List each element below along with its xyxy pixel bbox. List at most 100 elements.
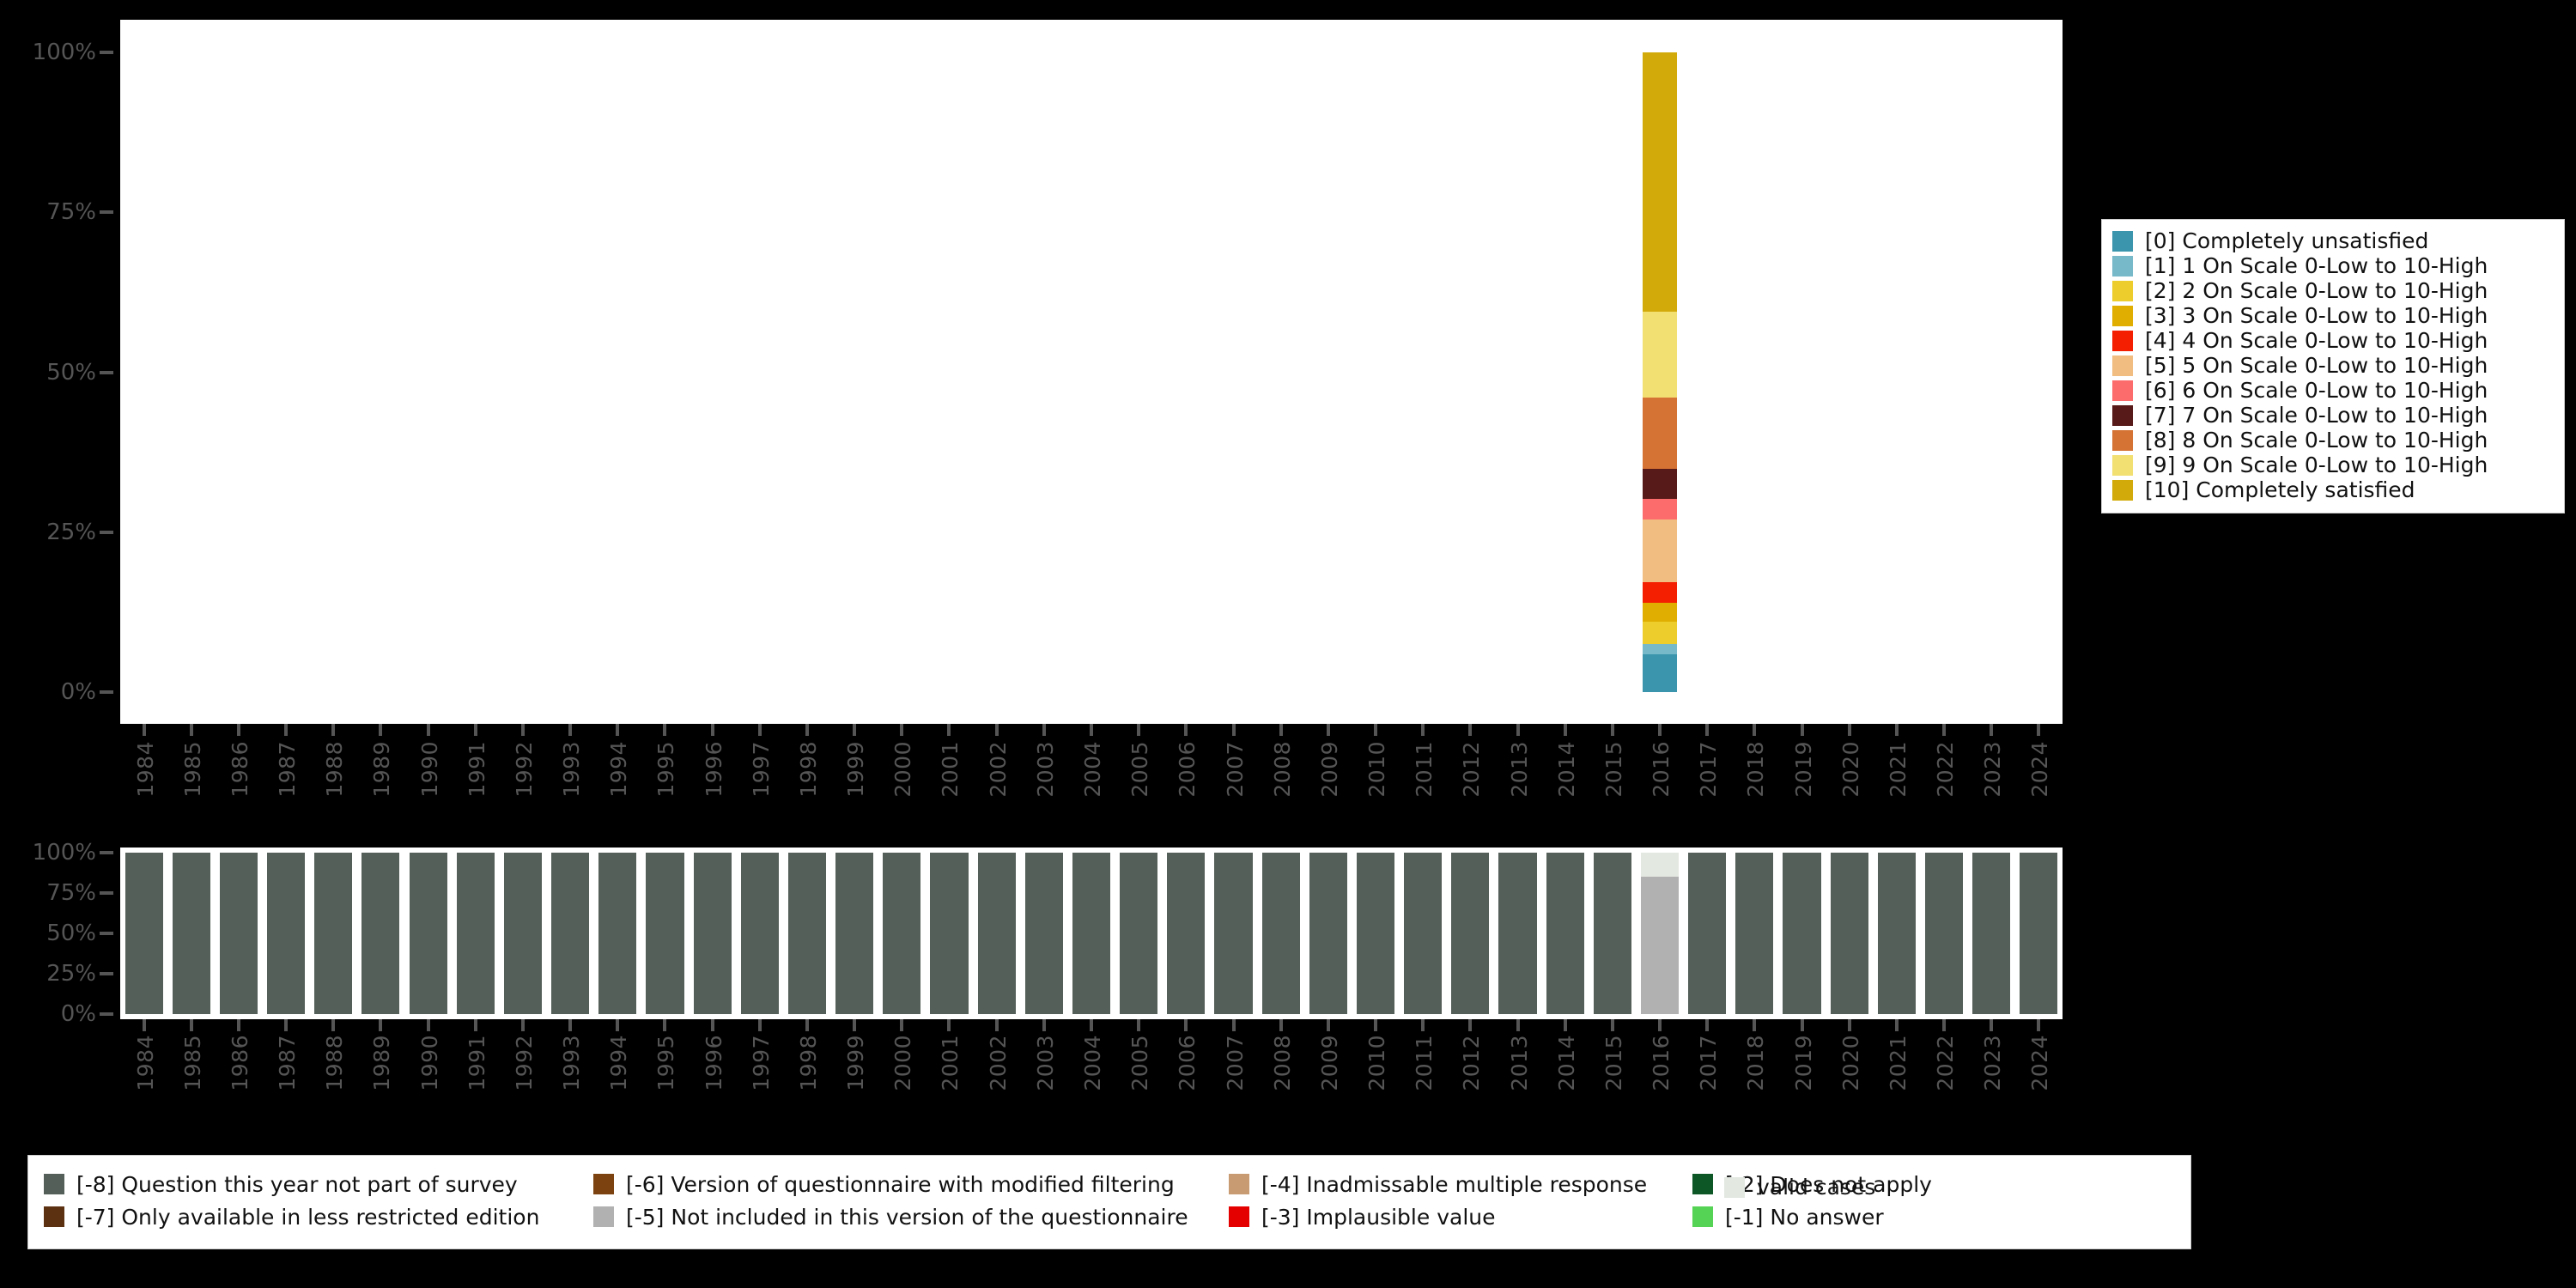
missing-bar-2001[interactable]: [930, 848, 969, 1019]
missing-bar-2016[interactable]: [1640, 848, 1680, 1019]
missing-bar-2020[interactable]: [1830, 848, 1868, 1019]
missing-bar-1993[interactable]: [551, 848, 590, 1019]
missing-bar-segment-code--8[interactable]: [1498, 853, 1537, 1014]
missing-bar-segment-code--8[interactable]: [1120, 853, 1158, 1014]
legend-item-code-9[interactable]: [9] 9 On Scale 0-Low to 10-High: [2112, 453, 2554, 477]
bar-segment-code-8[interactable]: [1642, 398, 1678, 469]
bar-segment-code-7[interactable]: [1642, 468, 1678, 499]
missing-bar-2023[interactable]: [1972, 848, 2011, 1019]
legend-item-code-0[interactable]: [0] Completely unsatisfied: [2112, 228, 2554, 253]
missing-bar-1998[interactable]: [787, 848, 827, 1019]
missing-bar-segment-code--8[interactable]: [1024, 853, 1063, 1014]
missing-bar-1985[interactable]: [172, 848, 210, 1019]
bar-segment-code-1[interactable]: [1642, 644, 1678, 655]
missing-bar-2003[interactable]: [1024, 848, 1063, 1019]
missing-bar-1988[interactable]: [314, 848, 353, 1019]
missing-bar-segment-code--8[interactable]: [219, 853, 258, 1014]
missing-bar-2005[interactable]: [1120, 848, 1158, 1019]
bar-segment-code-5[interactable]: [1642, 519, 1678, 582]
missing-bar-1986[interactable]: [219, 848, 258, 1019]
bar-segment-code-9[interactable]: [1642, 312, 1678, 398]
missing-bar-1997[interactable]: [740, 848, 779, 1019]
missing-bar-2008[interactable]: [1261, 848, 1300, 1019]
missing-legend-item-code--6[interactable]: [-6] Version of questionnaire with modif…: [593, 1172, 1229, 1197]
missing-bar-segment-code--8[interactable]: [503, 853, 542, 1014]
missing-legend-item-code--8[interactable]: [-8] Question this year not part of surv…: [44, 1172, 593, 1197]
legend-item-code-7[interactable]: [7] 7 On Scale 0-Low to 10-High: [2112, 403, 2554, 428]
missing-bar-segment-code--5[interactable]: [1640, 877, 1680, 1014]
bar-segment-code-3[interactable]: [1642, 602, 1678, 623]
missing-bar-1999[interactable]: [835, 848, 874, 1019]
missing-bar-2006[interactable]: [1167, 848, 1206, 1019]
missing-bar-2018[interactable]: [1735, 848, 1774, 1019]
missing-bar-2000[interactable]: [883, 848, 921, 1019]
missing-bar-2015[interactable]: [1593, 848, 1631, 1019]
missing-legend-item-code--4[interactable]: [-4] Inadmissable multiple response: [1229, 1172, 1692, 1197]
missing-bar-segment-code--8[interactable]: [1972, 853, 2011, 1014]
missing-bar-1992[interactable]: [503, 848, 542, 1019]
missing-bar-segment-code--8[interactable]: [787, 853, 827, 1014]
missing-bar-segment-code--8[interactable]: [1451, 853, 1490, 1014]
legend-item-code-2[interactable]: [2] 2 On Scale 0-Low to 10-High: [2112, 278, 2554, 303]
missing-legend-item-code--5[interactable]: [-5] Not included in this version of the…: [593, 1205, 1229, 1230]
bar-segment-code-4[interactable]: [1642, 581, 1678, 603]
missing-bar-segment-code--8[interactable]: [1877, 853, 1916, 1014]
missing-bar-segment-code--8[interactable]: [1830, 853, 1868, 1014]
missing-bar-segment-code--8[interactable]: [2020, 853, 2058, 1014]
missing-bar-segment-code--8[interactable]: [598, 853, 637, 1014]
missing-bar-segment-code--8[interactable]: [172, 853, 210, 1014]
missing-bar-segment-code-99[interactable]: [1640, 853, 1680, 878]
missing-bar-2007[interactable]: [1214, 848, 1253, 1019]
bar-segment-code-10[interactable]: [1642, 52, 1678, 313]
missing-legend-item-code-99[interactable]: valid cases: [1724, 1175, 1875, 1200]
bar-segment-code-2[interactable]: [1642, 622, 1678, 645]
missing-bar-1987[interactable]: [267, 848, 306, 1019]
missing-bar-segment-code--8[interactable]: [835, 853, 874, 1014]
missing-bar-1996[interactable]: [693, 848, 732, 1019]
missing-bar-1989[interactable]: [361, 848, 400, 1019]
missing-bar-segment-code--8[interactable]: [1167, 853, 1206, 1014]
missing-bar-segment-code--8[interactable]: [1735, 853, 1774, 1014]
missing-bar-segment-code--8[interactable]: [1261, 853, 1300, 1014]
missing-bar-segment-code--8[interactable]: [1404, 853, 1443, 1014]
missing-bar-1984[interactable]: [125, 848, 163, 1019]
stacked-bar-2016[interactable]: [1642, 20, 1678, 724]
missing-bar-segment-code--8[interactable]: [125, 853, 163, 1014]
missing-bar-segment-code--8[interactable]: [1356, 853, 1395, 1014]
missing-bar-1994[interactable]: [598, 848, 637, 1019]
missing-bar-segment-code--8[interactable]: [1783, 853, 1821, 1014]
missing-bar-2009[interactable]: [1309, 848, 1347, 1019]
missing-bar-2024[interactable]: [2020, 848, 2058, 1019]
legend-item-code-8[interactable]: [8] 8 On Scale 0-Low to 10-High: [2112, 428, 2554, 453]
missing-bar-2004[interactable]: [1072, 848, 1111, 1019]
missing-bar-segment-code--8[interactable]: [740, 853, 779, 1014]
missing-bar-2002[interactable]: [977, 848, 1016, 1019]
legend-item-code-6[interactable]: [6] 6 On Scale 0-Low to 10-High: [2112, 378, 2554, 403]
missing-bar-segment-code--8[interactable]: [1309, 853, 1347, 1014]
missing-bar-segment-code--8[interactable]: [1593, 853, 1631, 1014]
legend-item-code-5[interactable]: [5] 5 On Scale 0-Low to 10-High: [2112, 353, 2554, 378]
missing-bar-2011[interactable]: [1404, 848, 1443, 1019]
missing-bar-segment-code--8[interactable]: [361, 853, 400, 1014]
missing-bar-1991[interactable]: [456, 848, 495, 1019]
missing-bar-segment-code--8[interactable]: [1925, 853, 1964, 1014]
missing-legend-item-code--2[interactable]: [-2] Does not apply: [1692, 1172, 2087, 1197]
missing-bar-2017[interactable]: [1688, 848, 1727, 1019]
missing-bar-segment-code--8[interactable]: [1546, 853, 1584, 1014]
missing-bar-segment-code--8[interactable]: [646, 853, 684, 1014]
legend-item-code-4[interactable]: [4] 4 On Scale 0-Low to 10-High: [2112, 328, 2554, 353]
missing-bar-1995[interactable]: [646, 848, 684, 1019]
missing-legend-item-code--7[interactable]: [-7] Only available in less restricted e…: [44, 1205, 593, 1230]
missing-bar-segment-code--8[interactable]: [1688, 853, 1727, 1014]
missing-bar-2021[interactable]: [1877, 848, 1916, 1019]
bar-segment-code-0[interactable]: [1642, 654, 1678, 692]
missing-bar-segment-code--8[interactable]: [314, 853, 353, 1014]
missing-legend-item-code--3[interactable]: [-3] Implausible value: [1229, 1205, 1692, 1230]
legend-item-code-10[interactable]: [10] Completely satisfied: [2112, 477, 2554, 502]
missing-bar-2022[interactable]: [1925, 848, 1964, 1019]
missing-bar-segment-code--8[interactable]: [267, 853, 306, 1014]
missing-bar-segment-code--8[interactable]: [1214, 853, 1253, 1014]
missing-bar-segment-code--8[interactable]: [551, 853, 590, 1014]
missing-bar-2013[interactable]: [1498, 848, 1537, 1019]
missing-bar-segment-code--8[interactable]: [409, 853, 447, 1014]
